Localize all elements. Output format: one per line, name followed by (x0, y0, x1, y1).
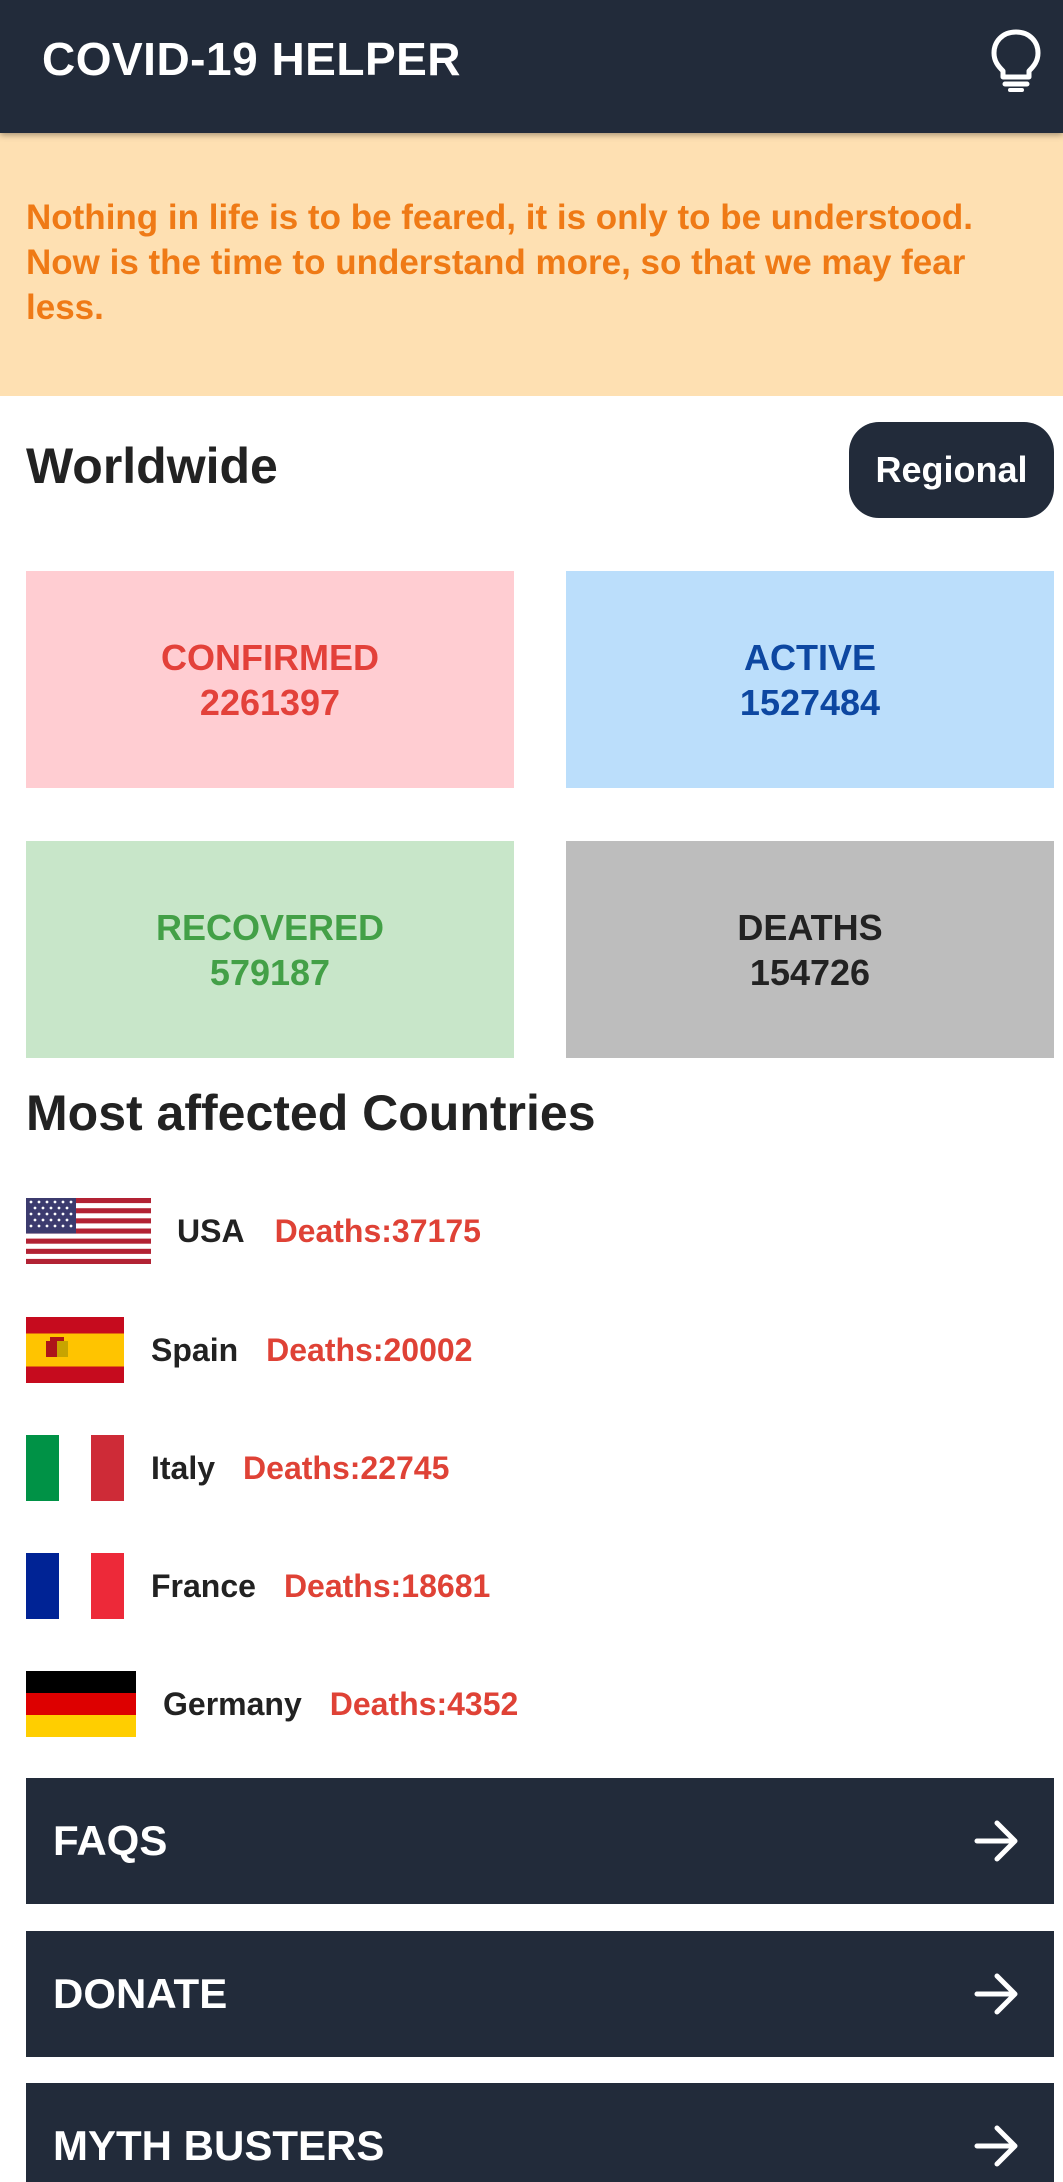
active-value: 1527484 (739, 681, 881, 723)
country-deaths: Deaths:18681 (283, 1567, 491, 1604)
quote-text: Nothing in life is to be feared, it is o… (26, 198, 973, 327)
confirmed-value: 2261397 (199, 681, 341, 723)
country-row-usa: USA Deaths:37175 (26, 1198, 481, 1264)
worldwide-title: Worldwide (26, 438, 278, 494)
country-row-spain: Spain Deaths:20002 (26, 1317, 472, 1383)
arrow-right-icon (974, 1973, 1018, 2015)
lightbulb-icon[interactable] (988, 28, 1044, 92)
usa-flag-icon (26, 1198, 151, 1264)
regional-button[interactable]: Regional (849, 422, 1054, 518)
country-name: Spain (151, 1331, 239, 1368)
recovered-card: RECOVERED 579187 (26, 841, 514, 1058)
arrow-right-icon (974, 1820, 1018, 1862)
app-title: COVID-19 HELPER (42, 33, 462, 85)
france-flag-icon (26, 1553, 124, 1619)
deaths-label: DEATHS (737, 906, 883, 948)
country-name: USA (177, 1212, 245, 1249)
recovered-value: 579187 (209, 951, 331, 993)
quote-banner: Nothing in life is to be feared, it is o… (0, 133, 1063, 396)
germany-flag-icon (26, 1671, 136, 1737)
spain-flag-icon (26, 1317, 124, 1383)
country-deaths: Deaths:4352 (329, 1685, 519, 1722)
app-bar: COVID-19 HELPER (0, 0, 1063, 133)
country-row-france: France Deaths:18681 (26, 1553, 490, 1619)
country-name: Germany (163, 1685, 302, 1722)
deaths-value: 154726 (749, 951, 871, 993)
faqs-label: FAQS (53, 1817, 168, 1864)
country-name: France (151, 1567, 256, 1604)
confirmed-label: CONFIRMED (161, 636, 379, 678)
confirmed-card: CONFIRMED 2261397 (26, 571, 514, 788)
myth-busters-label: MYTH BUSTERS (53, 2122, 385, 2169)
most-affected-title: Most affected Countries (26, 1085, 596, 1141)
active-card: ACTIVE 1527484 (566, 571, 1054, 788)
country-row-italy: Italy Deaths:22745 (26, 1435, 449, 1501)
country-deaths: Deaths:22745 (243, 1449, 450, 1486)
faqs-button[interactable]: FAQS (26, 1778, 1054, 1904)
country-row-germany: Germany Deaths:4352 (26, 1671, 518, 1737)
myth-busters-button[interactable]: MYTH BUSTERS (26, 2083, 1054, 2182)
arrow-right-icon (974, 2125, 1018, 2167)
recovered-label: RECOVERED (155, 906, 385, 948)
country-name: Italy (151, 1449, 216, 1486)
donate-button[interactable]: DONATE (26, 1931, 1054, 2057)
country-deaths: Deaths:37175 (274, 1212, 481, 1249)
country-deaths: Deaths:20002 (266, 1331, 473, 1368)
italy-flag-icon (26, 1435, 124, 1501)
active-label: ACTIVE (743, 636, 876, 678)
deaths-card: DEATHS 154726 (566, 841, 1054, 1058)
donate-label: DONATE (53, 1970, 228, 2017)
